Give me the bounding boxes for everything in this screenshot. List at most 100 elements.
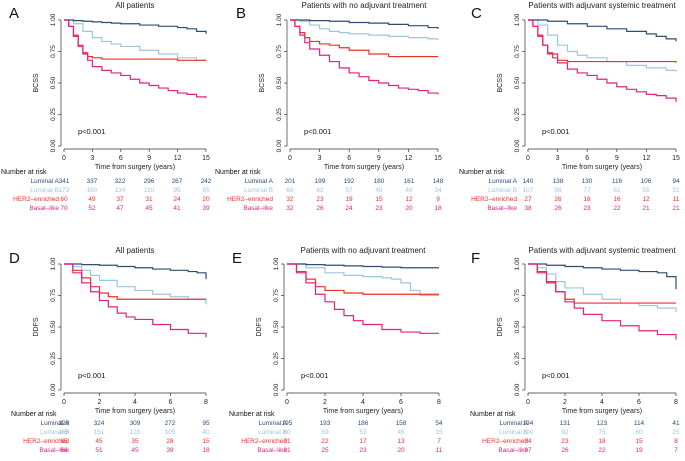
x-tick-label: 6 bbox=[637, 399, 641, 406]
risk-value: 95 bbox=[173, 187, 181, 194]
risk-value: 114 bbox=[634, 420, 645, 427]
y-tick-label: 0.00 bbox=[514, 383, 521, 396]
risk-value: 131 bbox=[560, 420, 571, 427]
x-axis-label: Time from surgery (years) bbox=[562, 164, 642, 171]
x-tick-label: 4 bbox=[361, 399, 365, 406]
risk-value: 148 bbox=[433, 178, 444, 185]
y-axis-label: BCSS bbox=[497, 73, 504, 92]
risk-row-label: HER2–enriched bbox=[241, 438, 287, 445]
x-tick-label: 6 bbox=[399, 399, 403, 406]
risk-value: 195 bbox=[282, 420, 293, 427]
risk-value: 39 bbox=[166, 447, 174, 454]
risk-value: 40 bbox=[202, 429, 210, 436]
curve-luminal-a bbox=[528, 19, 677, 42]
panel-letter: B bbox=[236, 5, 246, 22]
risk-row-label: Basal–like bbox=[498, 447, 528, 454]
risk-value: 23 bbox=[583, 205, 591, 212]
risk-value: 41 bbox=[672, 420, 680, 427]
risk-value: 18 bbox=[598, 438, 606, 445]
risk-table-title: Number at risk bbox=[470, 411, 516, 418]
x-tick-label: 2 bbox=[323, 399, 327, 406]
y-tick-label: 0.25 bbox=[50, 108, 57, 121]
curve-luminal-b bbox=[290, 19, 439, 41]
y-tick-label: 1.00 bbox=[514, 13, 521, 26]
y-tick-label: 1.00 bbox=[50, 257, 57, 270]
risk-value: 52 bbox=[88, 205, 96, 212]
risk-value: 23 bbox=[359, 447, 367, 454]
risk-value: 38 bbox=[524, 205, 532, 212]
risk-value: 105 bbox=[165, 429, 176, 436]
risk-value: 21 bbox=[672, 205, 680, 212]
risk-value: 123 bbox=[597, 420, 608, 427]
risk-row-label: Luminal B bbox=[244, 187, 273, 194]
risk-value: 186 bbox=[358, 420, 369, 427]
risk-table: Number at risk Luminal A 140 138 130 116 106 94… bbox=[459, 169, 680, 212]
risk-value: 34 bbox=[524, 438, 532, 445]
risk-table-title: Number at risk bbox=[1, 169, 47, 176]
risk-row-label: Luminal B bbox=[499, 429, 528, 436]
risk-row-label: Luminal A bbox=[499, 420, 528, 427]
curve-luminal-a bbox=[64, 263, 207, 280]
y-tick-label: 0.50 bbox=[50, 320, 57, 333]
risk-value: 24 bbox=[345, 205, 353, 212]
y-tick-label: 0.25 bbox=[273, 352, 280, 365]
risk-row-label: Luminal B bbox=[488, 187, 517, 194]
y-axis-label: BCSS bbox=[259, 73, 266, 92]
x-tick-label: 0 bbox=[62, 155, 66, 162]
risk-value: 31 bbox=[283, 447, 291, 454]
risk-value: 60 bbox=[60, 196, 68, 203]
risk-value: 66 bbox=[60, 447, 68, 454]
risk-value: 31 bbox=[145, 196, 153, 203]
y-tick-label: 0.75 bbox=[276, 45, 283, 58]
risk-row-label: Luminal B bbox=[30, 187, 59, 194]
risk-value: 16 bbox=[613, 196, 621, 203]
x-tick-label: 0 bbox=[285, 399, 289, 406]
panel-b: B Patients with no adjuvant treatment 0.00… bbox=[215, 1, 444, 212]
risk-value: 173 bbox=[59, 187, 70, 194]
risk-value: 138 bbox=[553, 178, 564, 185]
risk-value: 160 bbox=[59, 429, 70, 436]
risk-value: 31 bbox=[283, 438, 291, 445]
risk-table-title: Number at risk bbox=[229, 411, 275, 418]
risk-value: 17 bbox=[359, 438, 367, 445]
risk-value: 161 bbox=[404, 178, 415, 185]
y-tick-label: 0.75 bbox=[273, 289, 280, 302]
risk-value: 23 bbox=[561, 438, 569, 445]
p-value: p<0.001 bbox=[301, 371, 328, 380]
risk-row-label: Basal–like bbox=[487, 205, 517, 212]
x-tick-label: 4 bbox=[133, 399, 137, 406]
risk-value: 15 bbox=[202, 438, 210, 445]
x-tick-label: 0 bbox=[62, 399, 66, 406]
risk-value: 100 bbox=[523, 429, 534, 436]
y-tick-label: 0.75 bbox=[50, 45, 57, 58]
risk-value: 35 bbox=[131, 438, 139, 445]
risk-row-label: Luminal A bbox=[488, 178, 517, 185]
risk-value: 51 bbox=[95, 447, 103, 454]
risk-value: 158 bbox=[396, 420, 407, 427]
curve-luminal-a bbox=[287, 263, 439, 269]
risk-value: 22 bbox=[321, 438, 329, 445]
y-tick-label: 1.00 bbox=[50, 13, 57, 26]
x-tick-label: 12 bbox=[643, 155, 651, 162]
risk-row-label: Luminal A bbox=[40, 420, 69, 427]
risk-value: 160 bbox=[87, 187, 98, 194]
panel-d: D All patients 0.00 0.25 0.50 0.75 1.00 DDFS 0 2 4… bbox=[9, 246, 210, 454]
risk-value: 15 bbox=[435, 429, 443, 436]
y-tick-label: 0.25 bbox=[276, 108, 283, 121]
x-tick-label: 3 bbox=[90, 155, 94, 162]
risk-value: 53 bbox=[359, 429, 367, 436]
risk-value: 85 bbox=[202, 187, 210, 194]
risk-value: 19 bbox=[635, 447, 643, 454]
panel-title: All patients bbox=[115, 1, 154, 10]
risk-value: 199 bbox=[315, 178, 326, 185]
x-tick-label: 8 bbox=[437, 399, 441, 406]
x-tick-label: 15 bbox=[434, 155, 442, 162]
risk-table-title: Number at risk bbox=[215, 169, 261, 176]
y-tick-label: 1.00 bbox=[514, 257, 521, 270]
curve-basal bbox=[64, 19, 207, 99]
risk-row-label: Luminal A bbox=[258, 420, 287, 427]
risk-value: 62 bbox=[316, 187, 324, 194]
curve-luminal-b bbox=[64, 19, 207, 62]
